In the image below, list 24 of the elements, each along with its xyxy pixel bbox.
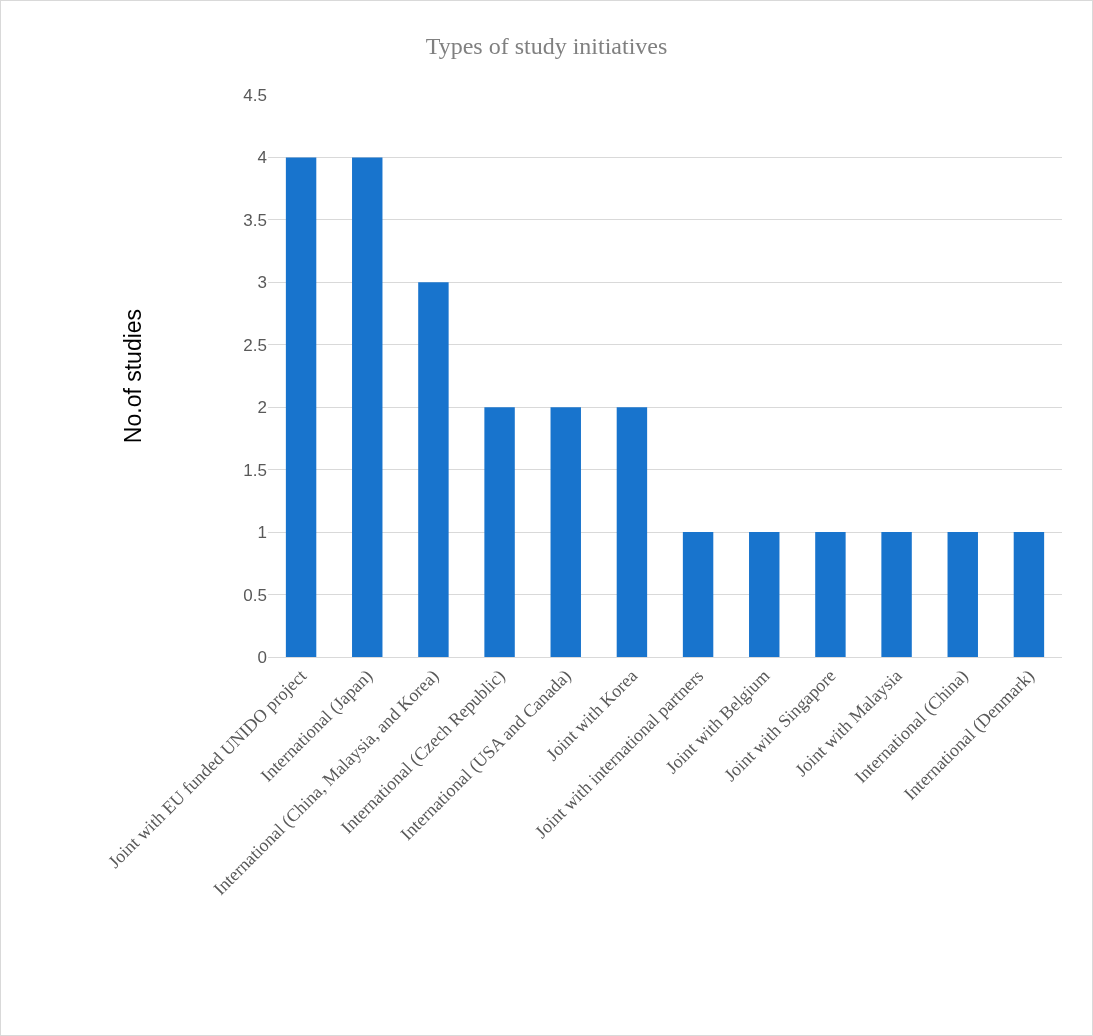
chart-title: Types of study initiatives xyxy=(425,32,668,59)
bar xyxy=(815,532,846,657)
y-tick-label: 1.5 xyxy=(243,460,267,480)
y-tick-label: 3 xyxy=(257,273,267,293)
y-tick-label: 3.5 xyxy=(243,210,267,230)
y-tick-label: 0 xyxy=(257,647,267,667)
bar xyxy=(1013,532,1045,657)
y-tick-label: 2 xyxy=(257,398,267,418)
y-tick-label: 0.5 xyxy=(243,585,267,605)
y-tick-label: 1 xyxy=(257,523,267,543)
bar xyxy=(550,407,581,657)
bar xyxy=(881,532,912,657)
bar xyxy=(682,532,714,657)
bar xyxy=(484,407,515,657)
bar xyxy=(749,532,780,657)
y-axis-title: No.of studies xyxy=(119,308,146,444)
bar xyxy=(947,532,978,657)
y-tick-label: 4.5 xyxy=(243,85,267,105)
bar xyxy=(352,157,383,657)
y-tick-label: 4 xyxy=(257,148,267,168)
bar xyxy=(616,407,648,657)
bar xyxy=(285,157,317,657)
y-tick-label: 2.5 xyxy=(243,335,267,355)
bar xyxy=(418,282,449,657)
